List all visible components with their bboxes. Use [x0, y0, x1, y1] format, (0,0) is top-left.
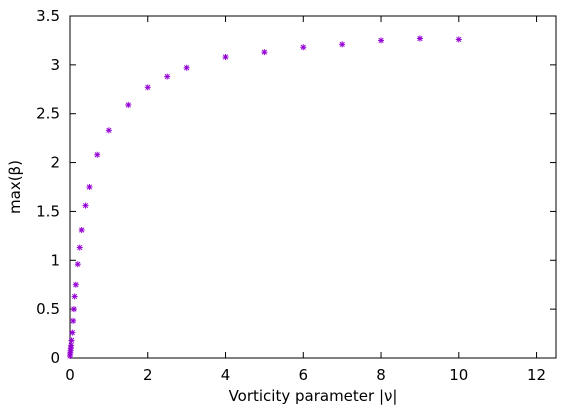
y-tick-label: 0	[50, 349, 60, 367]
data-point	[70, 306, 77, 313]
data-point	[455, 36, 462, 43]
data-point-stroke	[456, 36, 462, 43]
y-tick-label: 2	[50, 154, 60, 172]
data-point-stroke	[70, 318, 76, 324]
x-tick-label: 0	[65, 366, 75, 384]
data-point-stroke	[86, 184, 93, 190]
data-point	[74, 261, 81, 268]
data-point-stroke	[164, 73, 170, 80]
y-axis-ticks: 0 0.5 1 1.5 2 2.5 3 3.5	[36, 7, 556, 367]
data-point-stroke	[75, 261, 81, 267]
y-tick-label: 1	[50, 251, 60, 269]
data-point-stroke	[125, 102, 131, 108]
y-tick-label: 2.5	[36, 105, 60, 123]
data-point	[183, 64, 190, 71]
data-point-stroke	[145, 84, 151, 90]
data-point-stroke	[222, 54, 229, 60]
data-point	[72, 281, 79, 288]
x-tick-label: 8	[376, 366, 386, 384]
data-point	[300, 44, 307, 51]
data-point-stroke	[94, 152, 100, 158]
y-tick-label: 0.5	[36, 300, 60, 318]
x-tick-label: 12	[527, 366, 546, 384]
data-point-stroke	[71, 306, 77, 312]
data-point	[86, 184, 93, 190]
data-point	[94, 151, 101, 158]
y-axis-title: max(β)	[6, 160, 24, 214]
data-point	[222, 54, 229, 61]
data-point	[105, 127, 112, 134]
data-point-stroke	[378, 37, 384, 44]
y-tick-label: 3.5	[36, 7, 60, 25]
data-point	[164, 73, 171, 80]
data-point-stroke	[68, 342, 74, 348]
data-point-stroke	[69, 329, 75, 336]
data-point-stroke	[73, 282, 79, 288]
data-point-stroke	[300, 44, 306, 50]
x-tick-label: 6	[299, 366, 309, 384]
data-point	[71, 293, 78, 300]
data-point-stroke	[417, 35, 423, 42]
x-tick-label: 10	[449, 366, 468, 384]
data-point-stroke	[72, 293, 78, 300]
plot-border	[69, 15, 557, 359]
x-tick-label: 4	[221, 366, 231, 384]
x-axis-ticks: 0 2 4 6 8 10 12	[65, 16, 546, 384]
data-point	[70, 317, 77, 324]
data-point	[76, 244, 83, 251]
data-point	[261, 49, 268, 56]
data-point-stroke	[106, 127, 112, 133]
plot-frame	[69, 15, 557, 359]
data-point-stroke	[261, 49, 268, 55]
data-point-stroke	[184, 65, 190, 71]
data-point	[339, 41, 346, 48]
data-point-stroke	[79, 227, 85, 233]
data-point-stroke	[339, 41, 345, 47]
data-point	[378, 37, 385, 44]
data-point	[69, 329, 76, 336]
data-point-stroke	[68, 337, 75, 344]
data-points	[67, 35, 462, 360]
data-point	[68, 337, 75, 344]
data-point	[416, 35, 423, 42]
data-point	[144, 84, 151, 91]
y-tick-label: 3	[50, 56, 60, 74]
data-point	[78, 226, 85, 233]
data-point	[125, 101, 132, 108]
data-point-stroke	[82, 202, 89, 209]
data-point-stroke	[77, 244, 83, 251]
x-axis-title: Vorticity parameter |ν|	[229, 387, 398, 405]
x-tick-label: 2	[143, 366, 153, 384]
y-tick-label: 1.5	[36, 202, 60, 220]
data-point	[82, 202, 89, 209]
